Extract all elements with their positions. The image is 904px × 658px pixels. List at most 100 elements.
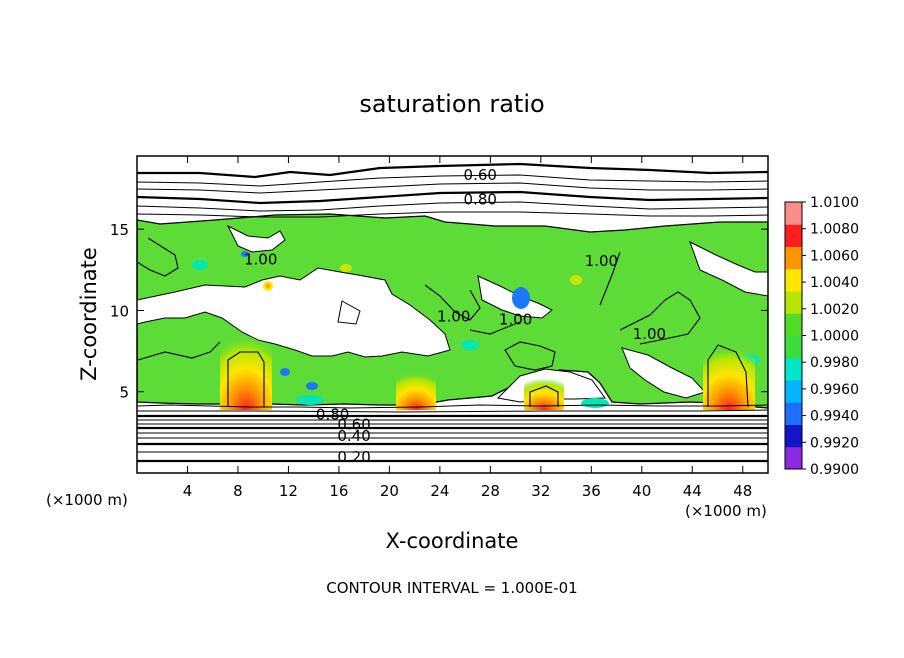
contour-line <box>504 341 556 371</box>
contour-labels: 0.600.800.800.600.400.201.001.00 1.001.00… <box>244 166 666 466</box>
contour-interval-note: CONTOUR INTERVAL = 1.000E-01 <box>326 579 577 597</box>
blue-patches <box>241 251 530 390</box>
contour-line <box>227 351 265 407</box>
contour-line <box>529 385 559 407</box>
yellow-patch <box>570 275 582 285</box>
unsaturated-region <box>226 224 286 253</box>
inner-contours <box>137 237 749 408</box>
contour-line <box>137 404 768 409</box>
contour-label: 0.80 <box>316 406 349 424</box>
contour-line <box>137 162 768 179</box>
contour-label: 1.00 <box>585 252 618 270</box>
colorbar-label: 0.9900 <box>810 462 859 478</box>
colorbar-label: 1.0020 <box>810 302 859 318</box>
plot-frame <box>136 155 769 474</box>
plume <box>396 372 436 410</box>
stratosphere-contours <box>137 162 768 218</box>
x-tick-label: 16 <box>329 482 348 500</box>
contour-line <box>599 251 621 306</box>
boundary-layer-contours <box>137 404 768 463</box>
contour-label: 0.80 <box>464 190 497 208</box>
contour-line <box>707 344 749 408</box>
blue-patch <box>241 251 249 257</box>
y-tick-label: 10 <box>110 302 129 320</box>
orange-patch <box>266 284 270 288</box>
cyan-patch <box>192 260 208 270</box>
x-axis-label: X-coordinate <box>386 529 519 553</box>
contour-line <box>137 211 768 218</box>
contour-label: 0.20 <box>337 448 370 466</box>
x-unit-left: (×1000 m) <box>46 491 128 509</box>
colorbar-segment <box>785 335 802 359</box>
colorbar-label: 1.0100 <box>810 195 859 211</box>
plume <box>220 335 272 410</box>
yellow-patch <box>340 264 352 272</box>
x-tick-label: 4 <box>183 482 193 500</box>
colorbar-segment <box>785 224 802 247</box>
saturation-field <box>137 213 768 409</box>
contour-line <box>137 237 179 277</box>
contour-label: 1.00 <box>244 250 277 268</box>
x-tick-label: 12 <box>279 482 298 500</box>
x-tick-label: 32 <box>531 482 550 500</box>
colorbar-label: 0.9980 <box>810 355 859 371</box>
colorbar-label: 0.9960 <box>810 382 859 398</box>
colorbar-label: 1.0060 <box>810 248 859 264</box>
contour-line <box>137 409 768 413</box>
x-tick-label: 36 <box>582 482 601 500</box>
unsaturated-region <box>137 267 451 358</box>
x-tick-label: 8 <box>233 482 243 500</box>
contour-line <box>619 291 701 345</box>
colorbar-segment <box>785 291 802 314</box>
colorbar-segment <box>785 380 802 403</box>
colorbar: 1.0100 1.0080 1.0060 1.0040 1.0020 1.0000 0.99… <box>784 195 859 478</box>
y-tick-label: 15 <box>110 221 129 239</box>
colorbar-segment <box>785 357 802 381</box>
x-tick-label: 28 <box>481 482 500 500</box>
contour-line <box>424 284 481 321</box>
contour-label: 0.60 <box>464 166 497 184</box>
colorbar-label: 1.0040 <box>810 275 859 291</box>
blue-patch <box>306 382 318 390</box>
x-tick-label: 44 <box>683 482 702 500</box>
colorbar-label: 0.9940 <box>810 409 859 425</box>
plot-field: 0.600.800.800.600.400.201.001.00 1.001.00… <box>137 156 768 473</box>
blue-patch <box>280 368 290 376</box>
cyan-patch <box>581 398 609 408</box>
colorbar-segment <box>785 424 802 448</box>
contour-line <box>137 201 768 212</box>
y-axis-label: Z-coordinate <box>77 247 101 381</box>
x-tick-label: 20 <box>380 482 399 500</box>
contour-label: 1.00 <box>437 307 470 325</box>
colorbar-segment <box>785 313 802 336</box>
contour-label: 0.40 <box>337 427 370 445</box>
cyan-patch <box>461 340 479 350</box>
colorbar-segment <box>785 246 802 270</box>
chart-title: saturation ratio <box>359 90 544 118</box>
contour-label: 1.00 <box>633 325 666 343</box>
x-tick-label: 40 <box>632 482 651 500</box>
x-axis: 4 8 12 16 20 24 28 32 36 40 44 48 <box>183 156 752 500</box>
x-tick-label: 48 <box>733 482 752 500</box>
y-axis: 5 10 15 <box>110 221 768 402</box>
colorbar-label: 1.0000 <box>810 329 859 345</box>
contour-line <box>469 321 521 335</box>
contour-label: 1.00 <box>499 311 532 329</box>
unsaturated-region <box>621 347 706 399</box>
colorbar-segment <box>785 446 802 470</box>
cyan-patch <box>296 395 324 405</box>
contour-line <box>137 174 768 187</box>
contour-label: 0.60 <box>337 415 370 433</box>
unsaturated-region <box>337 300 361 325</box>
colorbar-label: 1.0080 <box>810 222 859 238</box>
contour-line <box>137 182 768 194</box>
colorbar-label: 0.9920 <box>810 435 859 451</box>
plume <box>524 378 564 410</box>
unsaturated-region <box>689 240 768 297</box>
x-tick-label: 24 <box>430 482 449 500</box>
x-unit-right: (×1000 m) <box>685 502 767 520</box>
y-tick-label: 5 <box>119 384 129 402</box>
contour-line <box>137 341 221 361</box>
contour-line <box>137 190 768 205</box>
